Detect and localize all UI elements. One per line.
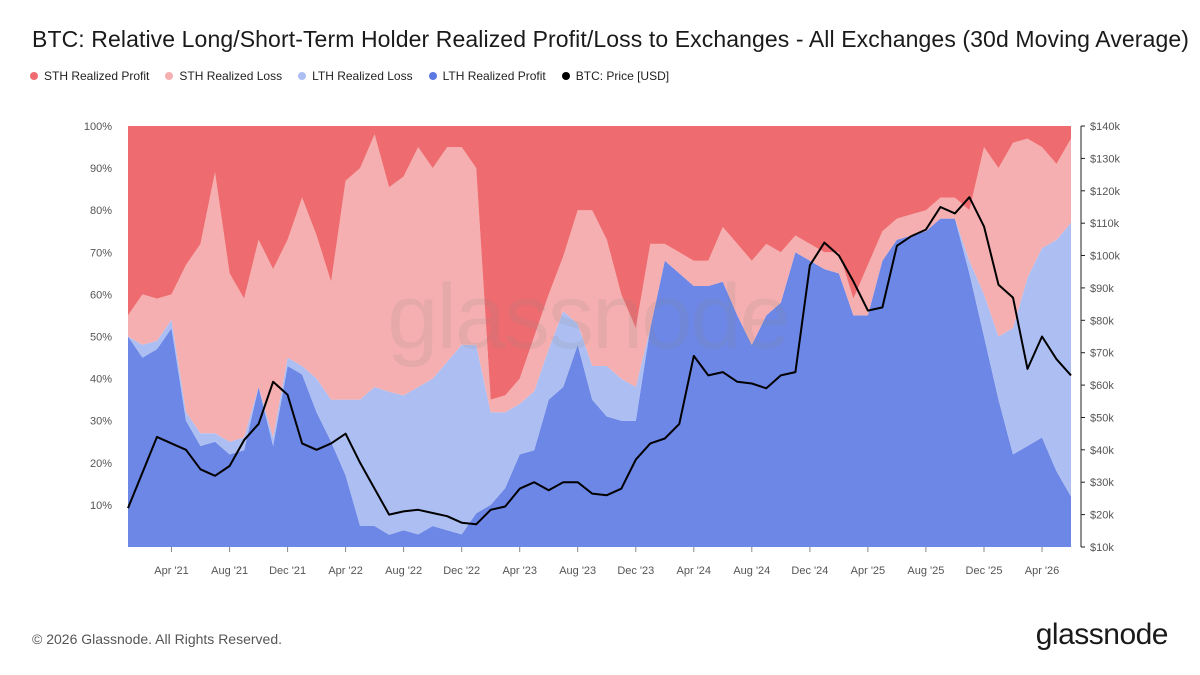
y-right-tick-label: $20k xyxy=(1090,510,1114,522)
x-tick-label: Aug '25 xyxy=(907,565,944,577)
y-right-tick-label: $60k xyxy=(1090,380,1114,392)
x-tick-label: Apr '22 xyxy=(328,565,363,577)
legend-dot-lth-profit xyxy=(428,72,437,80)
x-tick-label: Dec '22 xyxy=(443,565,480,577)
x-tick-label: Apr '26 xyxy=(1025,565,1060,577)
area-lth-realized-profit xyxy=(128,218,1071,547)
legend-label-lth-profit: LTH Realized Profit xyxy=(442,69,546,83)
y-left-tick-label: 20% xyxy=(90,458,112,470)
x-tick-label: Aug '23 xyxy=(559,565,596,577)
y-right-tick-label: $100k xyxy=(1090,251,1120,263)
y-right-tick-label: $110k xyxy=(1090,218,1120,230)
legend-dot-lth-loss xyxy=(298,72,307,80)
legend-item-lth-loss[interactable]: LTH Realized Loss xyxy=(298,69,413,83)
x-tick-label: Apr '24 xyxy=(677,565,712,577)
y-right-tick-label: $10k xyxy=(1090,542,1114,554)
x-tick-label: Dec '21 xyxy=(269,565,306,577)
legend-dot-btc-price xyxy=(561,72,570,80)
btc-price-line xyxy=(127,196,1072,526)
x-tick-label: Dec '23 xyxy=(617,565,654,577)
stacked-areas xyxy=(128,126,1071,547)
x-tick-label: Dec '24 xyxy=(791,565,828,577)
y-left-tick-label: 40% xyxy=(90,374,112,386)
legend-item-lth-profit[interactable]: LTH Realized Profit xyxy=(428,69,546,83)
y-right-tick-label: $140k xyxy=(1090,121,1120,133)
y-left-tick-label: 30% xyxy=(90,416,112,428)
x-tick-label: Apr '25 xyxy=(851,565,886,577)
y-right-tick-label: $30k xyxy=(1090,477,1114,489)
x-tick-label: Apr '23 xyxy=(502,565,537,577)
y-left-tick-label: 10% xyxy=(90,500,112,512)
legend-dot-sth-profit xyxy=(30,72,38,80)
legend-label-sth-loss: STH Realized Loss xyxy=(179,69,283,83)
area-sth-realized-profit xyxy=(128,126,1071,400)
y-left-tick-label: 90% xyxy=(90,163,112,175)
area-sth-realized-loss xyxy=(128,134,1071,442)
axes: 10% 20% 30% 40% 50% 60% 70% 80% 90% 100% $10k $20k $… xyxy=(84,121,1121,577)
y-left-tick-label: 50% xyxy=(90,332,112,344)
price-line-group xyxy=(127,196,1072,526)
copyright-text: © 2026 Glassnode. All Rights Reserved. xyxy=(32,631,283,647)
legend-label-lth-loss: LTH Realized Loss xyxy=(312,69,413,83)
y-right-tick-label: $40k xyxy=(1090,445,1114,457)
legend-label-btc-price: BTC: Price [USD] xyxy=(575,69,670,83)
watermark: glassnode xyxy=(387,266,788,368)
y-left-tick-label: 100% xyxy=(84,121,112,133)
x-tick-label: Aug '21 xyxy=(211,565,248,577)
y-right-tick-label: $80k xyxy=(1090,315,1114,327)
y-right-tick-label: $120k xyxy=(1090,186,1120,198)
x-tick-label: Aug '22 xyxy=(385,565,422,577)
y-right-tick-label: $130k xyxy=(1090,153,1120,165)
y-left-tick-label: 70% xyxy=(90,247,112,259)
legend-label-sth-profit: STH Realized Profit xyxy=(44,69,150,83)
y-left-tick-label: 80% xyxy=(90,205,112,217)
brand-logo: glassnode xyxy=(1035,618,1169,651)
legend-item-btc-price[interactable]: BTC: Price [USD] xyxy=(561,69,670,83)
y-right-tick-label: $90k xyxy=(1090,283,1114,295)
chart-title: BTC: Relative Long/Short-Term Holder Rea… xyxy=(32,26,1190,52)
y-right-tick-label: $70k xyxy=(1090,348,1114,360)
legend-dot-sth-loss xyxy=(165,72,174,80)
chart-legend: STH Realized Profit STH Realized Loss LT… xyxy=(30,69,669,83)
y-left-tick-label: 60% xyxy=(90,289,112,301)
x-tick-label: Aug '24 xyxy=(733,565,770,577)
legend-item-sth-profit[interactable]: STH Realized Profit xyxy=(30,69,149,83)
area-lth-realized-loss xyxy=(128,218,1071,535)
legend-item-sth-loss[interactable]: STH Realized Loss xyxy=(165,69,282,83)
y-right-tick-label: $50k xyxy=(1090,413,1114,425)
x-tick-label: Dec '25 xyxy=(966,565,1003,577)
x-tick-label: Apr '21 xyxy=(154,565,189,577)
